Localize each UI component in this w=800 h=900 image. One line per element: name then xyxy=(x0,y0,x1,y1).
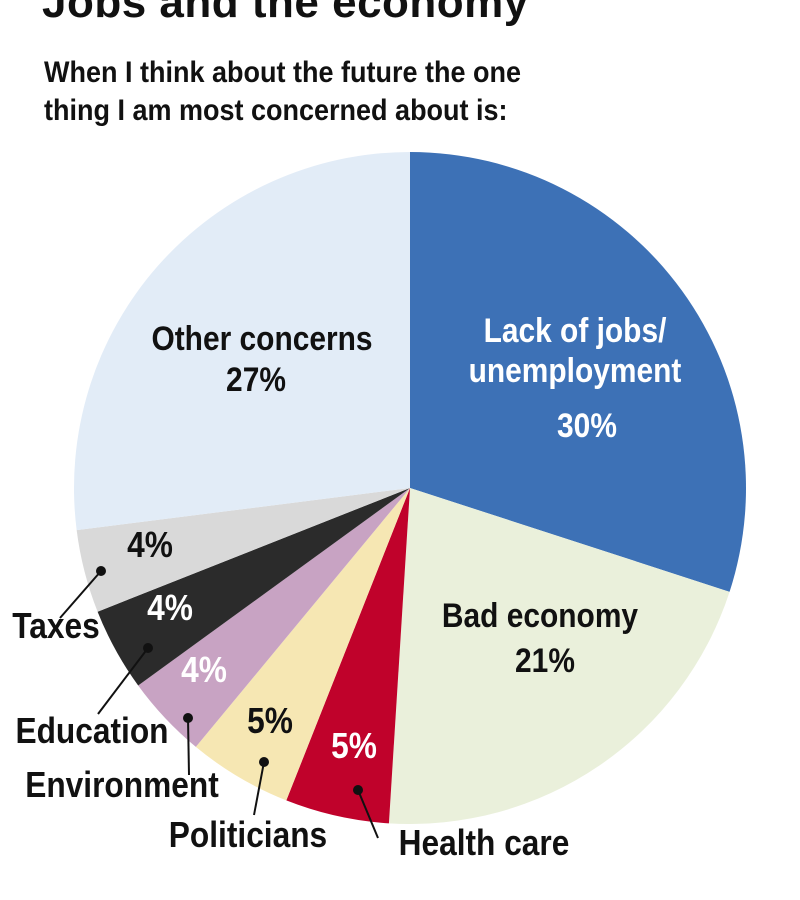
leader-dot-taxes xyxy=(96,566,106,576)
pie-slice-education xyxy=(97,488,411,686)
leader-line-environment xyxy=(187,717,190,776)
pie-slice-other-concerns xyxy=(74,152,411,531)
value-label-lack-of-jobs-unemployment: 30% xyxy=(557,406,617,444)
subtitle-line-1: When I think about the future the one xyxy=(44,56,521,89)
leader-line-health-care xyxy=(357,789,379,839)
chart-title: Jobs and the economy xyxy=(42,0,529,27)
pie-slice-bad-economy xyxy=(388,488,730,824)
leader-line-education xyxy=(97,647,149,715)
value-label-health-care: 5% xyxy=(331,726,377,766)
value-label-bad-economy: 21% xyxy=(515,641,575,679)
pie-slice-health-care xyxy=(286,488,410,824)
leader-dot-politicians xyxy=(259,757,269,767)
leader-line-taxes xyxy=(59,570,102,619)
value-label-environment: 4% xyxy=(181,650,227,690)
leader-dot-health-care xyxy=(353,785,363,795)
value-label-politicians: 5% xyxy=(247,701,293,741)
category-label-lack-of-jobs-unemployment: unemployment xyxy=(469,351,682,389)
category-label-environment: Environment xyxy=(25,765,219,805)
slice-labels: 30% Lack of jobs/unemployment 21% Bad econo… xyxy=(12,311,681,863)
subtitle-line-2: thing I am most concerned about is: xyxy=(44,94,508,127)
category-label-education: Education xyxy=(15,711,168,751)
chart-subtitle: When I think about the future the one th… xyxy=(44,54,521,130)
category-label-politicians: Politicians xyxy=(169,815,327,855)
leader-dot-environment xyxy=(183,713,193,723)
category-label-bad-economy: Bad economy xyxy=(442,596,638,634)
category-label-taxes: Taxes xyxy=(12,606,99,646)
pie-slices xyxy=(74,152,746,824)
category-label-other-concerns: Other concerns xyxy=(151,319,372,357)
pie-slice-lack-of-jobs-unemployment xyxy=(410,152,746,592)
value-label-education: 4% xyxy=(147,588,193,628)
pie-slice-taxes xyxy=(76,488,410,612)
pie-slice-politicians xyxy=(195,488,410,801)
value-label-taxes: 4% xyxy=(127,525,173,565)
category-label-health-care: Health care xyxy=(399,823,570,863)
value-label-other-concerns: 27% xyxy=(226,360,286,398)
leader-line-politicians xyxy=(253,761,265,816)
leader-dot-education xyxy=(143,643,153,653)
category-label-lack-of-jobs-unemployment: Lack of jobs/ xyxy=(484,311,667,349)
leader-lines xyxy=(59,566,379,839)
pie-slice-environment xyxy=(138,488,410,747)
